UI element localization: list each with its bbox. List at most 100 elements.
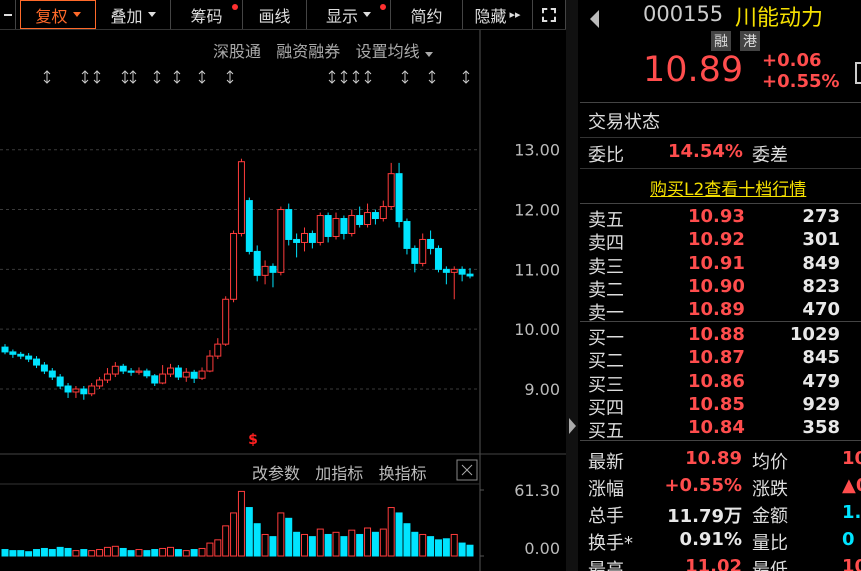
close-button[interactable] xyxy=(456,459,478,481)
tool-button[interactable]: 画线 xyxy=(243,0,307,29)
volume-bar xyxy=(277,512,285,557)
price: 10.87 xyxy=(688,347,745,369)
link[interactable]: 设置均线 xyxy=(355,42,420,61)
label: 金额 xyxy=(752,506,788,527)
volume-bar xyxy=(48,549,56,557)
volume: 1029 xyxy=(789,324,840,345)
level: 买二 xyxy=(588,351,624,373)
volume-bar xyxy=(285,517,293,557)
book-row: 买一 10.88 1029 xyxy=(588,324,861,349)
last-price: 10.89 xyxy=(643,50,744,90)
label: 委差 xyxy=(752,145,788,166)
quote-panel: 000155 川能动力 融 港 10.89 +0.06 +0.55% 交易状态 … xyxy=(580,0,861,571)
event-icon xyxy=(198,70,206,84)
candle-body xyxy=(371,212,379,220)
candle-body xyxy=(64,385,72,393)
volume-bar xyxy=(103,546,111,557)
volume-bar xyxy=(167,546,175,557)
divider xyxy=(580,440,861,441)
close-icon xyxy=(461,464,473,476)
label: 筹码 xyxy=(190,6,223,26)
y-tick-label: 61.30 xyxy=(514,481,560,500)
level: 卖三 xyxy=(588,256,624,278)
label: 均价 xyxy=(752,452,788,473)
event-icon xyxy=(43,70,51,84)
level: 卖二 xyxy=(588,279,624,301)
book-row: 卖二 10.90 823 xyxy=(588,276,861,301)
splitter[interactable] xyxy=(566,0,578,571)
value: 11.02 xyxy=(685,556,742,571)
candle-body xyxy=(33,358,41,366)
volume: 929 xyxy=(802,393,840,415)
price: 10.88 xyxy=(688,324,745,345)
volume-bar xyxy=(237,490,245,557)
kline-chart: $ 13.00 12.00 11.00 10.00 9.00 61.30 0.00 xyxy=(0,30,566,571)
candle-body xyxy=(182,371,190,378)
volume-bar xyxy=(56,546,64,557)
tool-button[interactable]: 复权 xyxy=(20,0,96,29)
volume-bar xyxy=(466,544,474,557)
back-arrow[interactable] xyxy=(590,10,599,28)
volume-bar xyxy=(127,550,135,557)
volume-bar xyxy=(33,549,41,557)
level: 买三 xyxy=(588,374,624,396)
candle-body xyxy=(293,238,301,243)
tool-button[interactable]: 简约 xyxy=(391,0,463,29)
candle-body xyxy=(88,385,96,395)
label: 显示 xyxy=(325,6,358,26)
label: 最新 xyxy=(588,452,624,473)
tool-button[interactable]: 筹码 xyxy=(171,0,243,29)
label: 画线 xyxy=(258,6,291,26)
volume-bar xyxy=(442,538,450,557)
link[interactable]: 融资融券 xyxy=(276,42,341,61)
volume-bar xyxy=(174,549,182,557)
y-tick-label: 0.00 xyxy=(524,539,560,558)
candle-body xyxy=(127,370,135,373)
l2-link[interactable]: 购买L2查看十档行情 xyxy=(650,180,807,200)
candle-body xyxy=(25,355,33,360)
candle-body xyxy=(190,371,198,379)
divider xyxy=(580,137,861,138)
fullscreen-button[interactable] xyxy=(533,0,566,29)
candle-body xyxy=(96,379,104,387)
indicator-action[interactable]: 加指标 xyxy=(315,464,364,483)
candle-body xyxy=(379,206,387,220)
volume-bar xyxy=(151,549,159,557)
tool-button[interactable]: 叠加 xyxy=(96,0,171,29)
candle-body xyxy=(1,346,9,353)
candle-body xyxy=(450,268,458,273)
volume-bar xyxy=(293,531,301,557)
indicator-action[interactable]: 换指标 xyxy=(378,464,427,483)
book-row: 卖四 10.92 301 xyxy=(588,229,861,254)
indicator-action[interactable]: 改参数 xyxy=(252,464,301,483)
value: 10.89 xyxy=(685,448,742,469)
volume-bar xyxy=(356,533,364,557)
link[interactable]: 深股通 xyxy=(213,42,262,61)
label: 最低 xyxy=(752,560,788,571)
candle-body xyxy=(300,232,308,243)
label: 总手 xyxy=(588,506,624,527)
volume-bar xyxy=(348,529,356,557)
candle-body xyxy=(411,247,419,264)
value: 10 xyxy=(842,448,861,469)
tool-button[interactable] xyxy=(0,0,16,29)
volume-bar xyxy=(17,550,25,557)
stock-name: 川能动力 xyxy=(735,6,824,31)
volume-bar xyxy=(379,528,387,557)
status-label: 交易状态 xyxy=(588,112,660,133)
tool-button[interactable]: 隐藏 ▸▸ xyxy=(463,0,533,29)
level: 卖五 xyxy=(588,210,624,231)
volume-bar xyxy=(395,512,403,557)
level: 卖一 xyxy=(588,303,624,325)
volume-bar xyxy=(450,533,458,557)
candle-body xyxy=(364,212,372,226)
candle-body xyxy=(348,215,356,234)
tool-button[interactable]: 显示 xyxy=(307,0,391,29)
candle-body xyxy=(245,200,253,252)
candle-body xyxy=(308,232,316,243)
candle-body xyxy=(356,215,364,226)
volume-bar xyxy=(419,533,427,557)
book-row: 卖三 10.91 849 xyxy=(588,253,861,278)
candle-body xyxy=(403,221,411,249)
label: 最高 xyxy=(588,560,624,571)
